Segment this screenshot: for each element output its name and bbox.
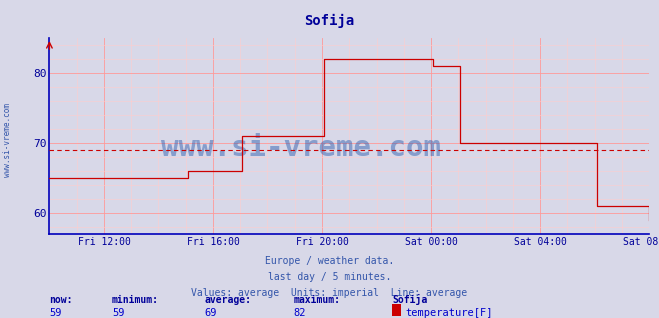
Text: last day / 5 minutes.: last day / 5 minutes. <box>268 272 391 282</box>
Text: now:: now: <box>49 295 73 305</box>
Text: Europe / weather data.: Europe / weather data. <box>265 256 394 266</box>
Text: 59: 59 <box>49 308 62 318</box>
Text: Sofija: Sofija <box>304 14 355 29</box>
Text: Sofija: Sofija <box>392 294 427 305</box>
Text: 69: 69 <box>204 308 217 318</box>
Text: temperature[F]: temperature[F] <box>405 308 493 318</box>
Text: 59: 59 <box>112 308 125 318</box>
Text: 82: 82 <box>293 308 306 318</box>
Text: minimum:: minimum: <box>112 295 159 305</box>
Text: average:: average: <box>204 295 251 305</box>
Text: Values: average  Units: imperial  Line: average: Values: average Units: imperial Line: av… <box>191 288 468 298</box>
Text: maximum:: maximum: <box>293 295 340 305</box>
Text: www.si-vreme.com: www.si-vreme.com <box>161 134 442 162</box>
Text: www.si-vreme.com: www.si-vreme.com <box>3 103 13 177</box>
